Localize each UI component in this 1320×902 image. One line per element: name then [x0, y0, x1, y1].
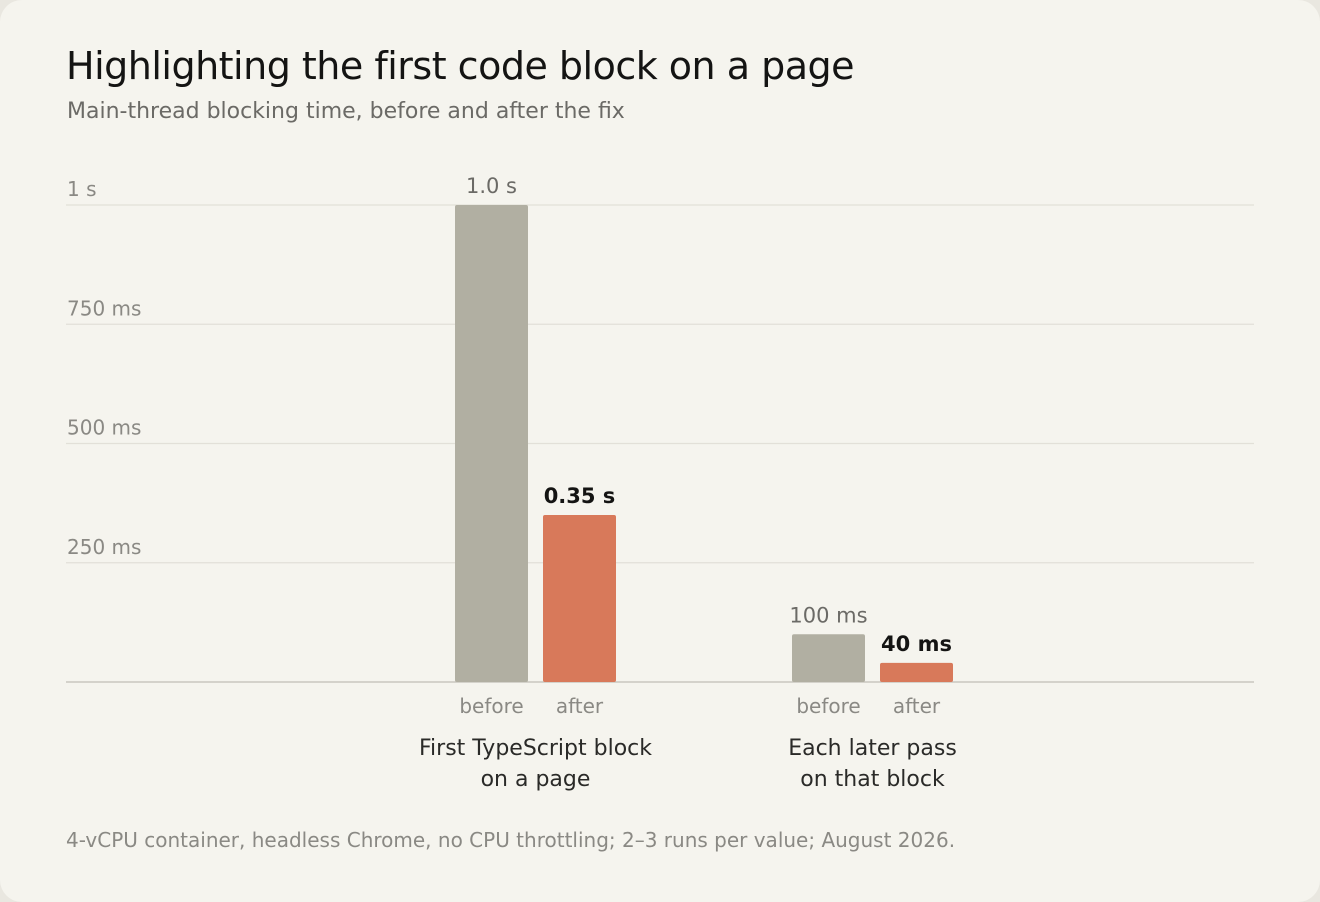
bar-series-label: after: [556, 694, 604, 718]
bar-before: [792, 634, 865, 682]
chart-subtitle: Main-thread blocking time, before and af…: [67, 99, 625, 124]
y-tick-label: 1 s: [67, 177, 97, 201]
bar-after: [880, 662, 953, 682]
chart-title: Highlighting the first code block on a p…: [66, 44, 855, 88]
y-tick-label: 750 ms: [67, 296, 141, 320]
bar-chart: 250 ms 500 ms 750 ms 1 s 1.0 s before 0.35 s af…: [66, 174, 1254, 792]
group-label: on that block: [800, 767, 945, 792]
bar-value-label: 40 ms: [881, 632, 952, 656]
chart-footnote: 4-vCPU container, headless Chrome, no CP…: [66, 828, 956, 852]
bar-before: [455, 205, 528, 682]
bar-value-label: 100 ms: [789, 603, 867, 627]
y-tick-label: 500 ms: [67, 416, 141, 440]
bar-value-label: 1.0 s: [466, 174, 517, 198]
y-tick-label: 250 ms: [67, 535, 141, 559]
bar-after: [543, 515, 616, 682]
group-label: Each later pass: [788, 736, 957, 761]
bar-value-label: 0.35 s: [544, 484, 616, 508]
bar-series-label: before: [459, 694, 523, 718]
group-label: First TypeScript block: [419, 736, 652, 761]
group-label: on a page: [481, 767, 591, 792]
bar-series-label: after: [893, 694, 941, 718]
bar-series-label: before: [796, 694, 860, 718]
